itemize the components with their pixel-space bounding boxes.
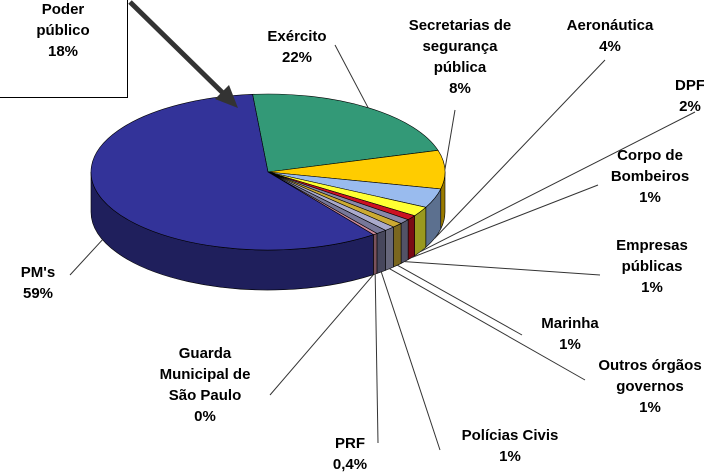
pie-sides: [90, 171, 446, 291]
leader-line: [411, 184, 599, 259]
slice-label: Empresas públicas 1%: [592, 235, 704, 298]
slice-label: DPF 2%: [660, 75, 704, 117]
value-label: 59%: [22, 285, 54, 302]
slice-label: Corpo de Bombeiros 1%: [585, 145, 704, 208]
annotation-box: Poder público 18%: [0, 0, 128, 98]
arrow-head: [215, 85, 238, 108]
category-label: PM's: [20, 264, 56, 281]
slice-label: Secretarias de segurança pública 8%: [390, 15, 530, 99]
leader-lines: [69, 44, 696, 451]
leader-line: [420, 111, 696, 253]
category-label: PRF: [335, 435, 365, 452]
slice: [90, 93, 375, 251]
slice-side: [385, 226, 394, 271]
value-label: 22%: [281, 49, 313, 66]
slice-side: [400, 219, 409, 264]
leader-line: [444, 109, 456, 170]
value-label: 0%: [194, 408, 216, 425]
arrow-shaft: [128, 0, 230, 100]
leader-line: [434, 59, 606, 239]
value-label: 4%: [599, 38, 621, 55]
value-label: 1%: [499, 448, 521, 465]
value-label: 1%: [639, 189, 661, 206]
slice-label: Guarda Municipal de São Paulo 0%: [140, 343, 270, 427]
leader-line: [69, 239, 103, 276]
value-label: 8%: [449, 80, 471, 97]
value-label: 1%: [559, 336, 581, 353]
value-label: 2%: [679, 98, 701, 115]
category-label: Empresas públicas: [616, 237, 688, 275]
category-label: Guarda Municipal de São Paulo: [159, 345, 251, 404]
leader-line: [404, 261, 601, 276]
leader-line: [397, 264, 523, 336]
leader-line: [389, 268, 586, 381]
slice-side: [407, 215, 415, 261]
category-label: Aeronáutica: [566, 17, 654, 34]
slice-label: Exército 22%: [247, 26, 347, 68]
category-label: Exército: [267, 28, 327, 45]
category-label: Outros órgãos governos: [598, 357, 702, 395]
leader-line: [334, 44, 369, 108]
slice-label: Polícias Civis 1%: [440, 425, 580, 467]
value-label: 0,4%: [332, 456, 368, 473]
pie: [69, 44, 696, 451]
slice-side: [373, 233, 378, 276]
slice-label: Marinha 1%: [520, 313, 620, 355]
leader-line: [380, 271, 441, 451]
value-label: 1%: [639, 399, 661, 416]
annotation: Poder público 18%: [36, 1, 90, 60]
slice-side: [393, 222, 402, 268]
category-label: Corpo de Bombeiros: [610, 147, 690, 185]
slice-side: [376, 229, 386, 274]
leader-line: [374, 274, 379, 444]
slice-label: PRF 0,4%: [315, 433, 385, 475]
slice-label: Outros órgãos governos 1%: [585, 355, 704, 418]
slice-label: PM's 59%: [0, 262, 78, 304]
leader-line: [269, 274, 374, 396]
category-label: Marinha: [541, 315, 599, 332]
category-label: Polícias Civis: [461, 427, 559, 444]
pie-tops: [90, 93, 446, 251]
value-label: 1%: [641, 279, 663, 296]
category-label: DPF: [675, 77, 704, 94]
slice-label: Aeronáutica 4%: [550, 15, 670, 57]
category-label: Secretarias de segurança pública: [408, 17, 512, 76]
